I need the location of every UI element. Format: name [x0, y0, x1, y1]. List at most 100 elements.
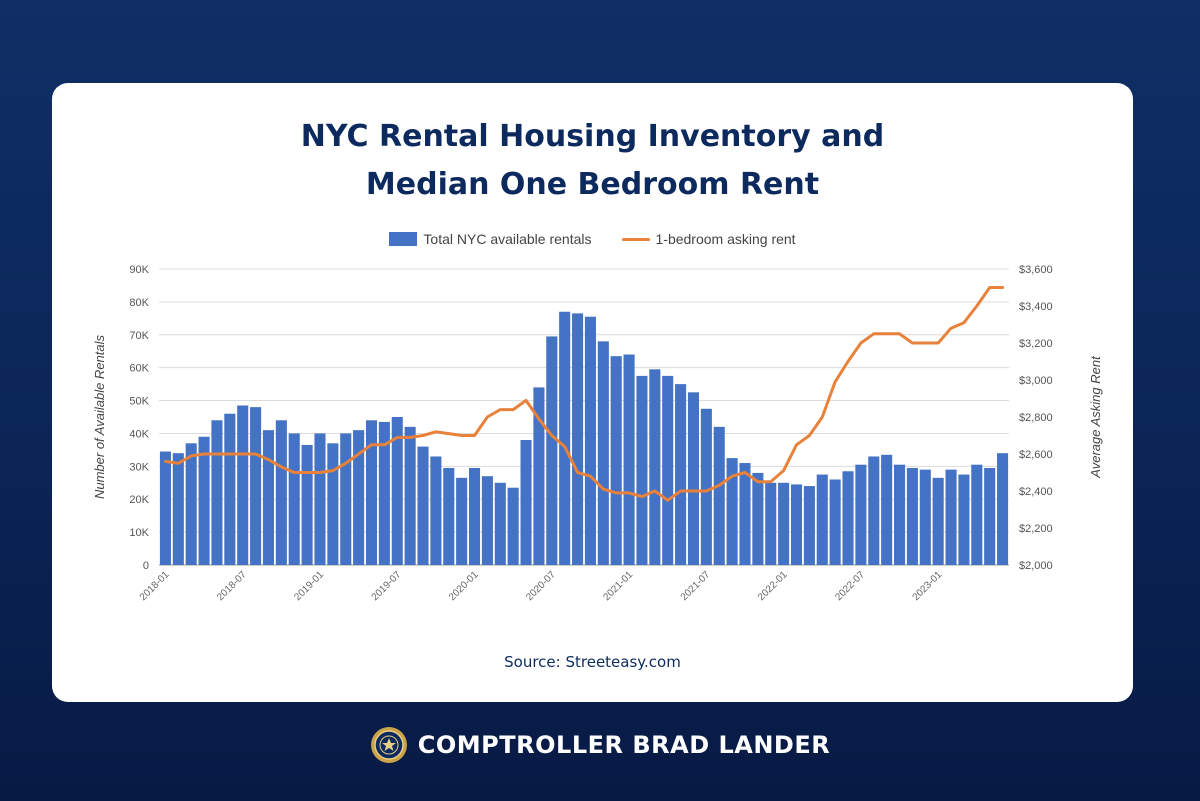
- bar: [700, 408, 712, 565]
- x-tick-label: 2021-07: [679, 569, 713, 603]
- bar: [430, 456, 442, 565]
- chart-title-line1: NYC Rental Housing Inventory and: [300, 119, 885, 154]
- bar: [739, 463, 751, 565]
- y-tick-label: 90K: [129, 264, 149, 276]
- y-tick-label: 20K: [129, 494, 149, 506]
- y-tick-label: 10K: [129, 527, 149, 539]
- bar: [597, 341, 609, 565]
- bar: [250, 407, 262, 565]
- bar: [906, 467, 918, 565]
- source-note: Source: Streeteasy.com: [504, 653, 681, 671]
- y-tick-label: 30K: [129, 461, 149, 473]
- legend-item-rent: 1-bedroom asking rent: [621, 231, 796, 247]
- x-tick-label: 2023-01: [911, 569, 945, 603]
- y-tick-label: 60K: [129, 363, 149, 375]
- bar: [623, 354, 635, 565]
- bar: [275, 420, 287, 565]
- bar: [790, 484, 803, 565]
- nyc-seal-icon: [370, 727, 407, 763]
- bar: [301, 444, 313, 565]
- y2-tick-label: $3,400: [1019, 301, 1053, 313]
- bar: [971, 464, 983, 565]
- bar: [881, 454, 893, 565]
- x-tick-label: 2022-07: [833, 569, 867, 603]
- y2-axis-title: Average Asking Rent: [1088, 355, 1103, 479]
- bar: [584, 316, 596, 565]
- bar: [481, 476, 493, 565]
- bar: [958, 474, 970, 565]
- bar: [932, 477, 944, 565]
- rent-line: [163, 286, 1005, 502]
- y2-tick-label: $2,000: [1019, 560, 1053, 572]
- bar: [520, 440, 532, 565]
- bar: [559, 311, 571, 565]
- y2-tick-label: $3,600: [1019, 264, 1053, 276]
- legend-swatch-bar: [389, 232, 418, 246]
- y2-tick-label: $2,200: [1019, 523, 1053, 535]
- footer-brand-text: COMPTROLLER BRAD LANDER: [417, 731, 831, 759]
- y2-tick-label: $2,600: [1019, 449, 1053, 461]
- y2-tick-label: $2,400: [1019, 486, 1053, 498]
- chart-card: NYC Rental Housing Inventory and Median …: [52, 83, 1133, 702]
- bar: [378, 421, 390, 565]
- bar: [842, 471, 854, 565]
- bar: [211, 420, 223, 565]
- bar: [636, 375, 648, 565]
- legend-label-rentals: Total NYC available rentals: [423, 231, 592, 247]
- x-tick-label: 2020-01: [447, 569, 481, 603]
- bar: [353, 430, 365, 565]
- bar: [404, 426, 416, 565]
- bar: [159, 451, 171, 565]
- bar: [803, 486, 815, 565]
- bar: [172, 453, 184, 565]
- bar: [765, 482, 777, 565]
- bar: [224, 413, 236, 565]
- x-tick-label: 2019-07: [370, 569, 404, 603]
- bar: [649, 369, 661, 565]
- y-tick-label: 40K: [129, 428, 149, 440]
- bar: [288, 433, 300, 565]
- legend-swatch-line: [621, 237, 650, 241]
- x-tick-label: 2022-01: [756, 569, 790, 603]
- bar: [327, 443, 339, 565]
- bar: [468, 467, 481, 565]
- bar: [572, 313, 584, 565]
- bar: [494, 482, 506, 565]
- bar: [726, 458, 738, 565]
- bar: [662, 375, 674, 565]
- chart-title-line2: Median One Bedroom Rent: [365, 167, 820, 202]
- x-tick-label: 2021-01: [601, 569, 635, 603]
- bar: [945, 469, 957, 565]
- chart-legend: Total NYC available rentals 1-bedroom as…: [52, 231, 1133, 247]
- legend-item-rentals: Total NYC available rentals: [389, 231, 592, 247]
- bar: [893, 464, 906, 565]
- y-tick-label: 70K: [129, 330, 149, 342]
- bar: [919, 469, 931, 565]
- bar: [340, 433, 352, 565]
- bar: [816, 474, 828, 565]
- footer: COMPTROLLER BRAD LANDER: [0, 723, 1200, 767]
- bar: [778, 482, 790, 565]
- bar: [185, 443, 197, 565]
- bar: [546, 336, 558, 565]
- y-tick-label: 0: [143, 560, 149, 572]
- y-tick-label: 50K: [129, 396, 149, 408]
- bar: [997, 453, 1009, 565]
- bar: [507, 487, 519, 565]
- bar: [533, 387, 545, 565]
- bar: [713, 426, 725, 565]
- bar: [752, 472, 764, 565]
- bar: [675, 384, 687, 565]
- y2-tick-label: $3,200: [1019, 338, 1053, 350]
- legend-label-rent: 1-bedroom asking rent: [655, 231, 796, 247]
- bar: [417, 446, 429, 565]
- y2-tick-label: $2,800: [1019, 412, 1053, 424]
- bar: [365, 420, 378, 565]
- bar: [443, 467, 455, 565]
- bar: [984, 467, 996, 565]
- bar: [868, 456, 880, 565]
- y-tick-label: 80K: [129, 297, 149, 309]
- x-tick-label: 2019-01: [292, 569, 326, 603]
- bar: [198, 436, 210, 565]
- bar: [314, 433, 326, 565]
